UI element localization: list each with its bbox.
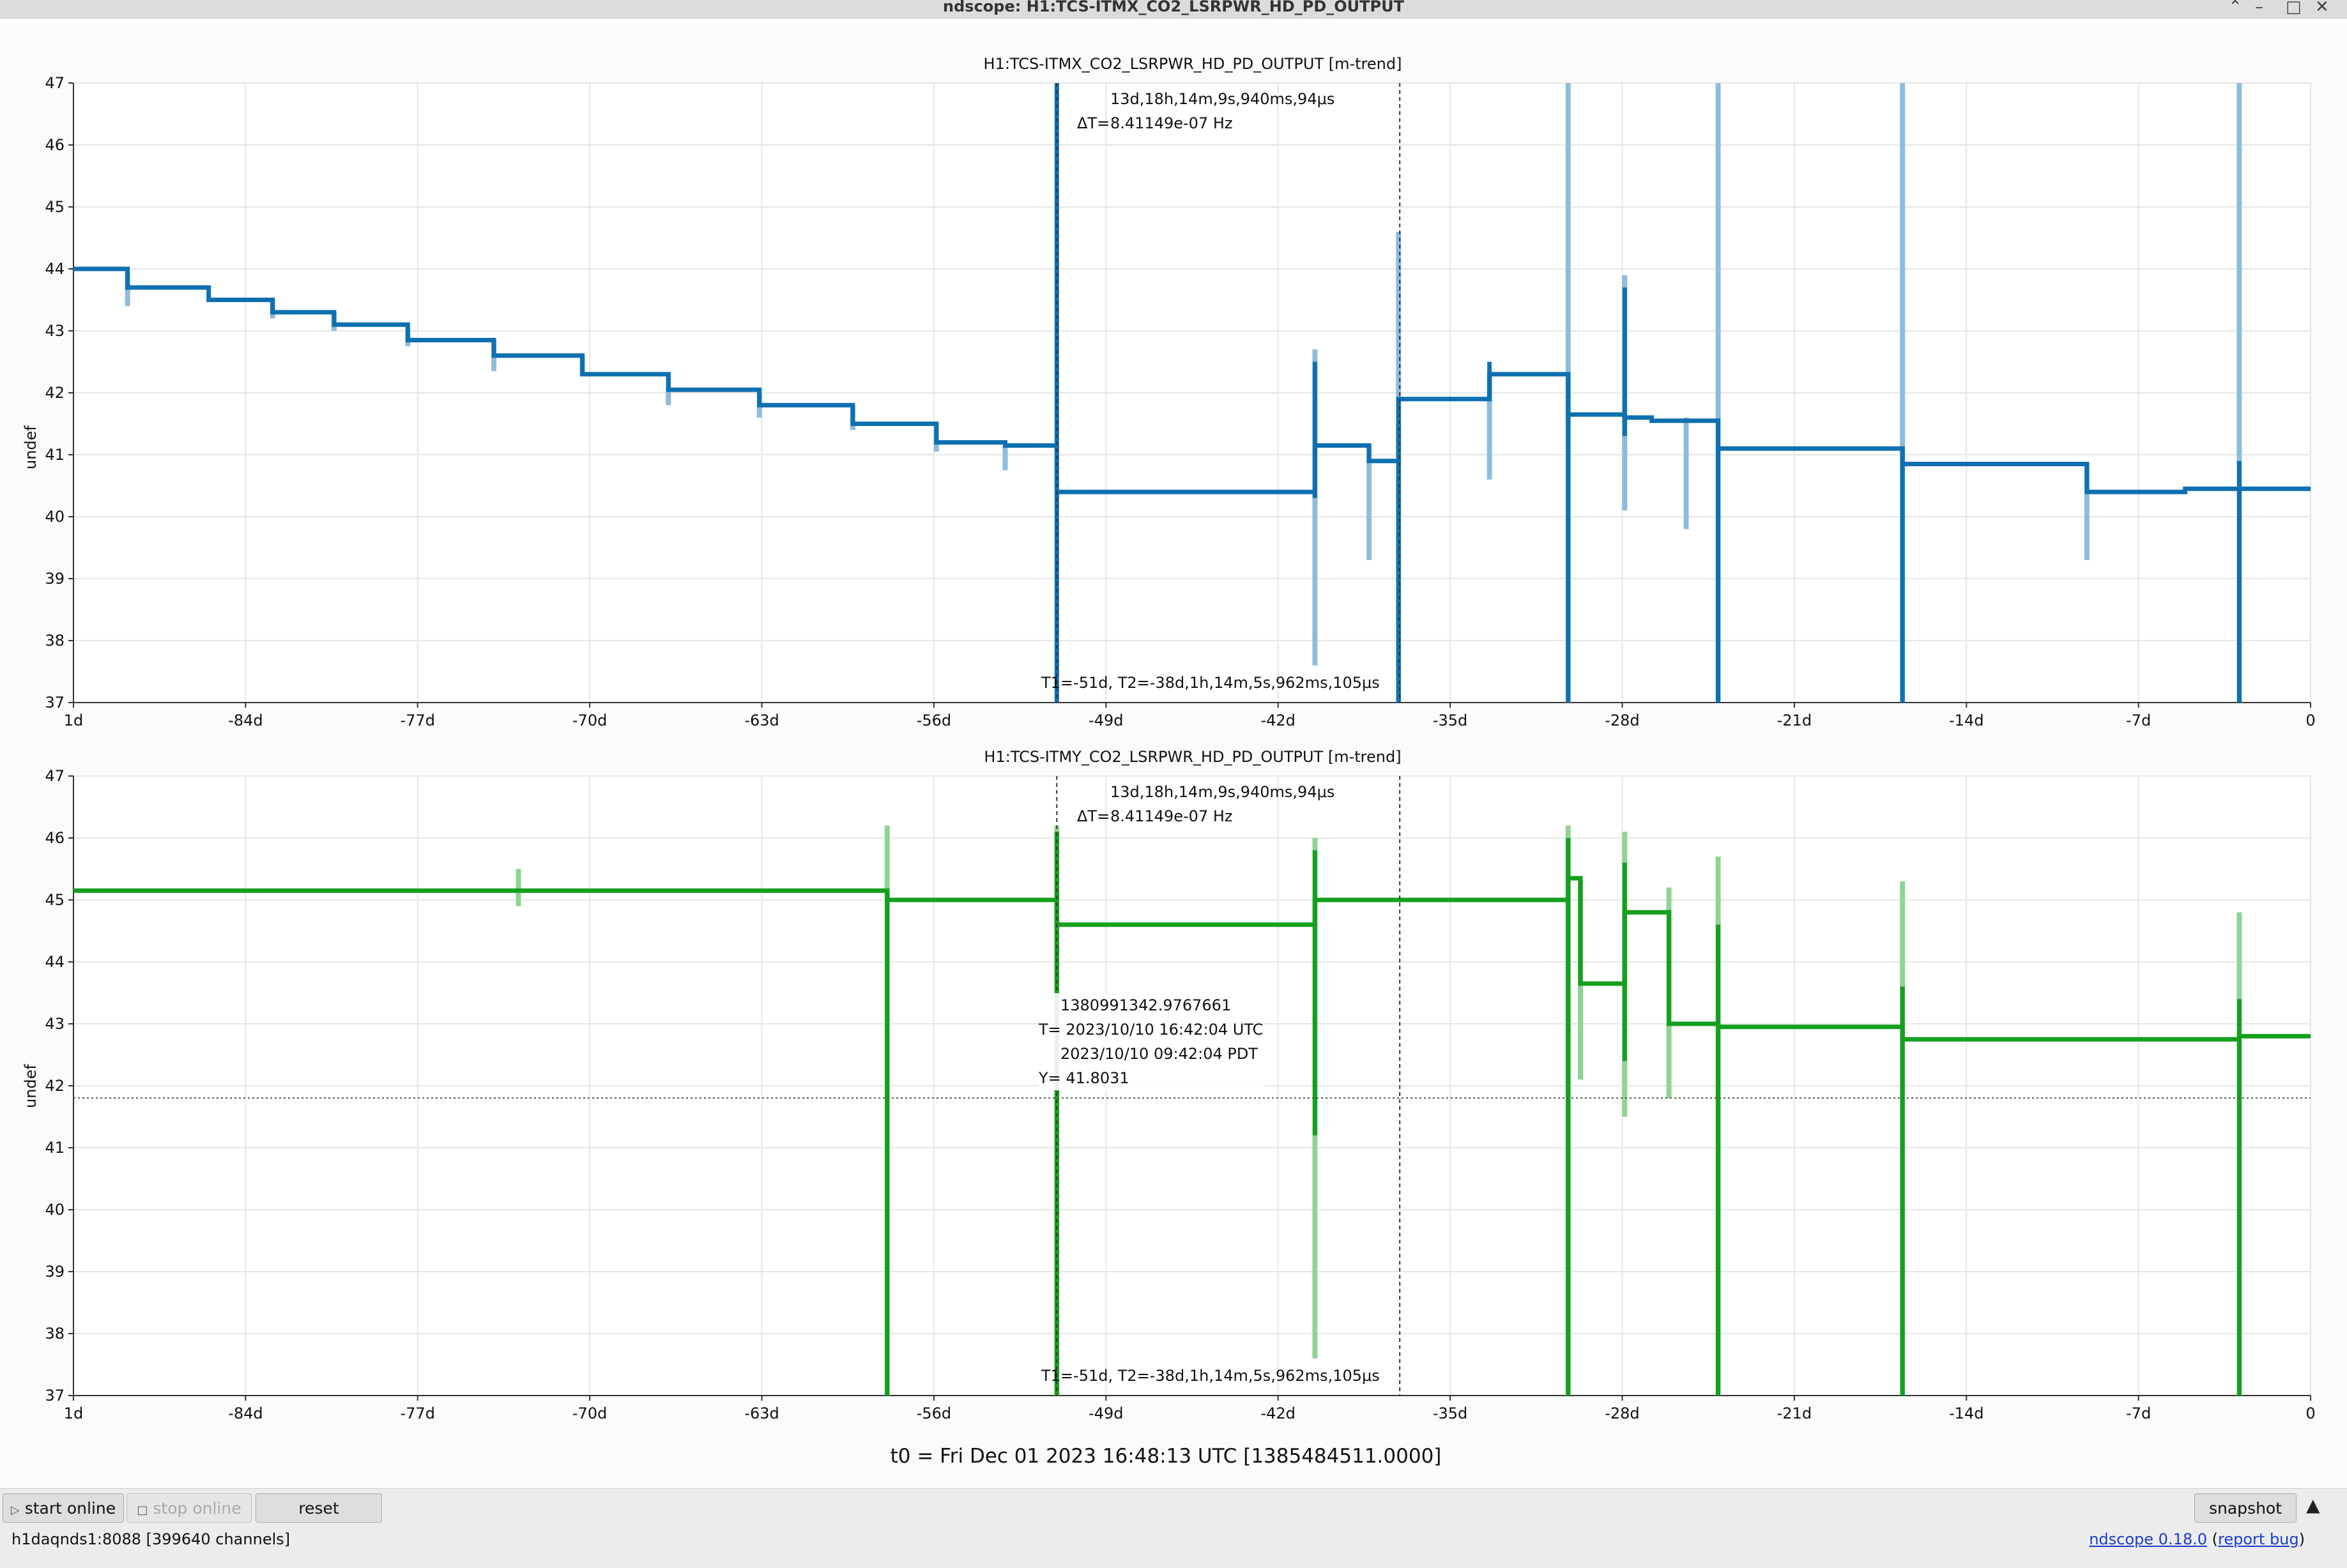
x-tick-label: 0 xyxy=(2305,1404,2315,1422)
y-tick-label: 38 xyxy=(45,1325,65,1343)
x-tick-label: -63d xyxy=(744,1404,779,1422)
x-tick-label: -49d xyxy=(1089,712,1123,729)
y-tick-label: 46 xyxy=(45,829,65,847)
y-tick-label: 47 xyxy=(45,767,65,785)
readout-y: Y= 41.8031 xyxy=(1039,1069,1129,1087)
x-tick-label: 0 xyxy=(2305,712,2315,729)
stop-icon: □ xyxy=(137,1503,148,1517)
reset-button[interactable]: reset xyxy=(256,1493,382,1523)
delta-t-value: 13d,18h,14m,9s,940ms,94μs xyxy=(1110,783,1335,801)
x-tick-label: -35d xyxy=(1433,712,1467,729)
y-tick-label: 47 xyxy=(45,74,65,92)
x-tick-label: -42d xyxy=(1260,1404,1295,1422)
y-tick-label: 40 xyxy=(45,508,65,526)
t0-label: t0 = Fri Dec 01 2023 16:48:13 UTC [13854… xyxy=(890,1445,1442,1468)
maximize-icon[interactable]: □ xyxy=(2286,0,2302,17)
y-tick-label: 42 xyxy=(45,384,65,402)
snapshot-button[interactable]: snapshot xyxy=(2194,1493,2297,1523)
y-tick-label: 39 xyxy=(45,570,65,588)
cursor-times: T1=-51d, T2=-38d,1h,14m,5s,962ms,105μs xyxy=(1041,674,1380,692)
report-bug-link[interactable]: report bug xyxy=(2218,1530,2299,1548)
y-tick-label: 45 xyxy=(45,891,65,909)
plot-title: H1:TCS-ITMY_CO2_LSRPWR_HD_PD_OUTPUT [m-t… xyxy=(984,748,1402,766)
window-titlebar: ndscope: H1:TCS-ITMX_CO2_LSRPWR_HD_PD_OU… xyxy=(0,0,2347,19)
delta-f-value: 8.41149e-07 Hz xyxy=(1110,114,1233,132)
x-tick-label: -14d xyxy=(1949,712,1984,729)
x-tick-label: -28d xyxy=(1605,712,1639,729)
cursor-readout: 1380991342.9767661 T= 2023/10/10 16:42:0… xyxy=(1039,993,1264,1090)
delta-t-label: ΔT= xyxy=(1077,807,1110,825)
x-tick-label: -7d xyxy=(2126,712,2151,729)
x-tick-label: -77d xyxy=(401,712,435,729)
server-status: h1daqnds1:8088 [399640 channels] xyxy=(11,1530,291,1548)
start-online-button[interactable]: ▷ start online xyxy=(3,1493,124,1523)
x-tick-label: -7d xyxy=(2126,1404,2151,1422)
x-tick-label: -42d xyxy=(1260,712,1295,729)
close-icon[interactable]: ✕ xyxy=(2315,0,2329,17)
keep-above-icon[interactable]: ⌃ xyxy=(2228,0,2242,17)
delta-t-label: ΔT= xyxy=(1077,114,1110,132)
x-tick-label: -77d xyxy=(401,1404,435,1422)
x-tick-label: -21d xyxy=(1777,1404,1812,1422)
y-tick-label: 41 xyxy=(45,1139,65,1157)
version-info: ndscope 0.18.0 (report bug) xyxy=(2089,1530,2305,1548)
y-tick-label: 38 xyxy=(45,632,65,650)
plot-canvas[interactable]: 37 38 39 40 41 42 43 44 45 46 47 1d -84d -77d -70d -63d… xyxy=(0,51,2347,729)
x-tick-label: -56d xyxy=(917,712,951,729)
minimize-icon[interactable]: – xyxy=(2255,0,2263,17)
stop-online-label: stop online xyxy=(153,1499,241,1518)
y-tick-label: 42 xyxy=(45,1077,65,1095)
start-online-label: start online xyxy=(24,1499,116,1518)
y-tick-label: 43 xyxy=(45,1015,65,1033)
y-tick-label: 40 xyxy=(45,1201,65,1219)
y-tick-label: 37 xyxy=(45,1387,65,1404)
x-tick-label: -63d xyxy=(744,712,779,729)
plot-itmx[interactable]: H1:TCS-ITMX_CO2_LSRPWR_HD_PD_OUTPUT [m-t… xyxy=(0,51,2347,729)
series-group xyxy=(73,83,2311,703)
x-tick-label: -49d xyxy=(1089,1404,1123,1422)
x-tick-label: -84d xyxy=(228,1404,263,1422)
readout-utc: T= 2023/10/10 16:42:04 UTC xyxy=(1039,1021,1264,1039)
expand-icon[interactable]: ▲ xyxy=(2306,1495,2320,1516)
y-tick-label: 37 xyxy=(45,694,65,712)
y-tick-label: 43 xyxy=(45,322,65,340)
delta-t-value: 13d,18h,14m,9s,940ms,94μs xyxy=(1110,90,1335,108)
delta-f-value: 8.41149e-07 Hz xyxy=(1110,807,1233,825)
x-tick-label: -35d xyxy=(1433,1404,1467,1422)
plot-title: H1:TCS-ITMX_CO2_LSRPWR_HD_PD_OUTPUT [m-t… xyxy=(983,55,1402,73)
x-tick-label: 1d xyxy=(64,712,84,729)
readout-gps: 1380991342.9767661 xyxy=(1060,996,1232,1014)
plot-itmy[interactable]: H1:TCS-ITMY_CO2_LSRPWR_HD_PD_OUTPUT [m-t… xyxy=(0,744,2347,1422)
x-tick-label: 1d xyxy=(64,1404,84,1422)
x-tick-label: -14d xyxy=(1949,1404,1984,1422)
y-tick-label: 41 xyxy=(45,446,65,464)
x-tick-label: -56d xyxy=(917,1404,951,1422)
x-tick-label: -84d xyxy=(228,712,263,729)
y-tick-label: 45 xyxy=(45,198,65,216)
x-tick-label: -70d xyxy=(572,1404,607,1422)
y-tick-label: 39 xyxy=(45,1263,65,1281)
window-title: ndscope: H1:TCS-ITMX_CO2_LSRPWR_HD_PD_OU… xyxy=(943,0,1404,15)
x-tick-label: -28d xyxy=(1605,1404,1639,1422)
version-link[interactable]: ndscope 0.18.0 xyxy=(2089,1530,2208,1548)
x-tick-label: -21d xyxy=(1777,712,1812,729)
bottom-toolbar xyxy=(0,1488,2347,1568)
stop-online-button[interactable]: □ stop online xyxy=(126,1493,252,1523)
cursor-times: T1=-51d, T2=-38d,1h,14m,5s,962ms,105μs xyxy=(1041,1367,1380,1385)
readout-pdt: 2023/10/10 09:42:04 PDT xyxy=(1060,1045,1258,1063)
play-icon: ▷ xyxy=(10,1503,20,1517)
y-tick-label: 44 xyxy=(45,953,65,971)
y-tick-label: 46 xyxy=(45,136,65,154)
y-tick-label: 44 xyxy=(45,260,65,278)
x-tick-label: -70d xyxy=(572,712,607,729)
